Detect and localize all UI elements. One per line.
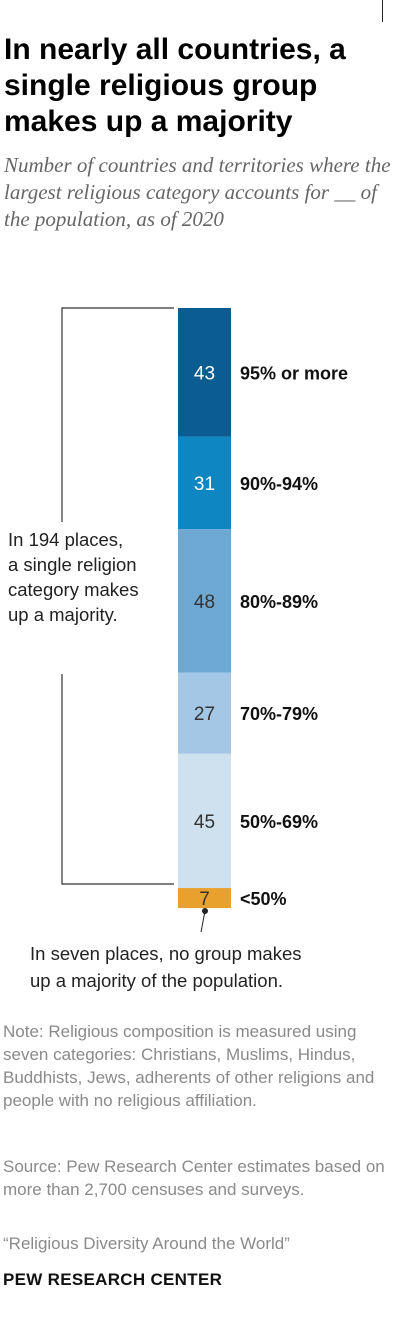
footnote: Note: Religious composition is measured … xyxy=(3,1022,375,1110)
report-title: “Religious Diversity Around the World” xyxy=(3,1234,290,1253)
bar-segment-5 xyxy=(178,753,231,889)
category-label: 70%-79% xyxy=(240,704,318,724)
chart-subtitle: Number of countries and territories wher… xyxy=(4,153,391,231)
bar-segments xyxy=(178,308,231,909)
brand-logo-text: PEW RESEARCH CENTER xyxy=(3,1270,223,1289)
majority-bracket xyxy=(61,307,174,885)
bar-segment-4 xyxy=(178,672,231,754)
value-labels: 43 31 48 27 45 7 xyxy=(194,363,215,910)
value-label: 43 xyxy=(194,363,215,384)
bar-segment-1 xyxy=(178,308,231,437)
value-label: 45 xyxy=(194,812,215,833)
category-label: <50% xyxy=(240,889,287,909)
corner-divider xyxy=(382,0,383,22)
category-label: 95% or more xyxy=(240,363,348,383)
bar-segment-3 xyxy=(178,529,231,673)
bar-segment-6 xyxy=(178,888,231,909)
no-majority-annotation: In seven places, no group makes up a majo… xyxy=(30,943,302,991)
category-label: 50%-69% xyxy=(240,812,318,832)
value-label: 7 xyxy=(199,889,210,910)
chart-title: In nearly all countries, a single religi… xyxy=(4,33,346,138)
source-note: Source: Pew Research Center estimates ba… xyxy=(3,1157,385,1199)
stacked-bar-chart: 43 31 48 27 45 7 95% or more 90%-94% 80%-89% 70%… xyxy=(8,307,348,991)
bar-segment-2 xyxy=(178,436,231,530)
category-label: 90%-94% xyxy=(240,474,318,494)
no-majority-leader xyxy=(200,910,206,933)
majority-annotation: In 194 places, a single religion category … xyxy=(8,529,139,625)
category-label: 80%-89% xyxy=(240,592,318,612)
value-label: 48 xyxy=(194,592,215,613)
category-labels: 95% or more 90%-94% 80%-89% 70%-79% 50%-69% <… xyxy=(240,363,348,909)
value-label: 31 xyxy=(194,474,215,495)
value-label: 27 xyxy=(194,704,215,725)
